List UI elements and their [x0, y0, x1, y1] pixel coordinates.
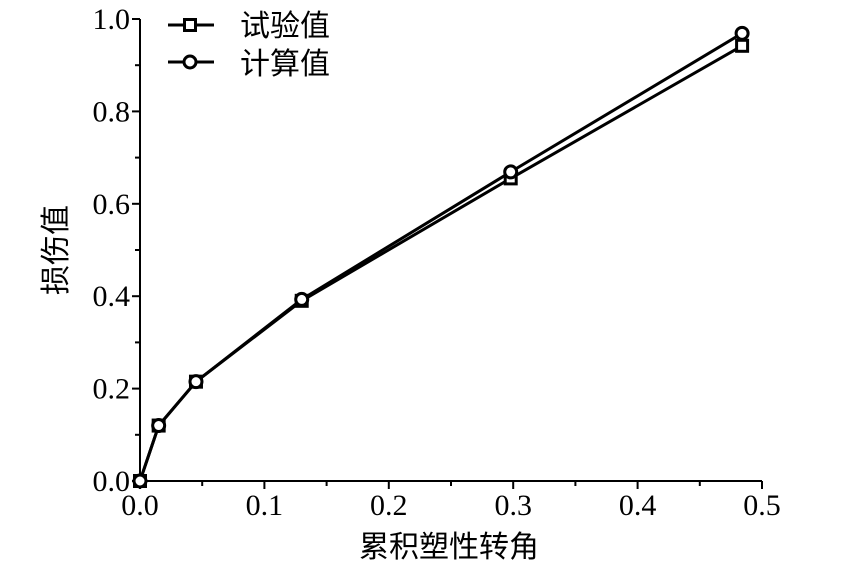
ticks: 0.0 0.1 0.2 0.3 0.4 0.5 0.0 0.2 0.4 0.6 0.8 1.0 [93, 3, 781, 522]
data-point-circle [132, 473, 148, 489]
series-line-1 [138, 32, 743, 482]
legend: 试验值 计算值 [168, 9, 330, 82]
y-axis-title: 损伤值 [39, 205, 74, 295]
x-tick-label: 0.3 [494, 489, 532, 522]
series-layer [132, 25, 750, 489]
x-tick-label: 0.1 [246, 489, 284, 522]
data-point-circle [188, 374, 204, 390]
x-tick-label: 0.4 [619, 489, 657, 522]
x-axis-title: 累积塑性转角 [359, 530, 539, 565]
y-tick-label: 1.0 [93, 3, 131, 36]
data-point-circle [503, 164, 519, 180]
x-tick-label: 0.2 [370, 489, 408, 522]
data-point-circle [734, 25, 750, 41]
legend-item-1: 计算值 [168, 47, 330, 82]
legend-item-0: 试验值 [168, 9, 330, 44]
data-point-square [735, 38, 750, 53]
y-tick-label: 0.6 [93, 188, 131, 221]
legend-square-marker [183, 18, 197, 32]
series-line-0 [138, 44, 743, 482]
y-tick-label: 0.8 [93, 95, 131, 128]
y-tick-label: 0.0 [93, 465, 131, 498]
y-tick-label: 0.2 [93, 373, 131, 406]
y-tick-label: 0.4 [93, 280, 131, 313]
legend-label-1: 计算值 [240, 47, 330, 82]
x-tick-label: 0.0 [121, 489, 159, 522]
x-tick-label: 0.5 [743, 489, 781, 522]
legend-label-0: 试验值 [240, 9, 330, 44]
data-point-circle [294, 291, 310, 307]
data-point-circle [151, 418, 167, 434]
legend-circle-marker [182, 54, 198, 70]
